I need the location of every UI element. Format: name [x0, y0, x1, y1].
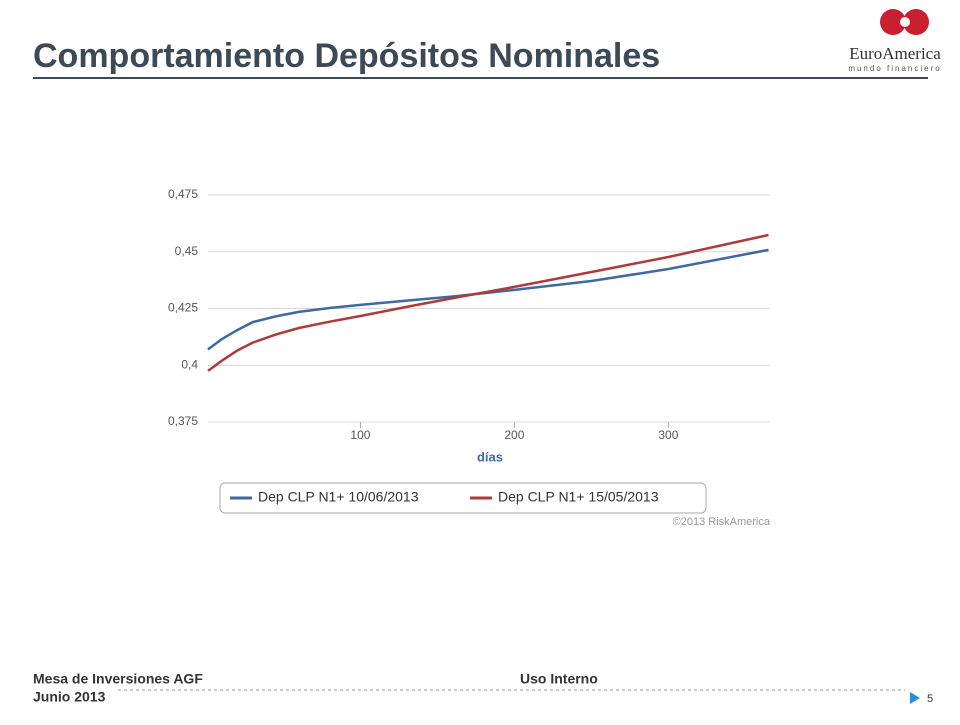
- legend-box: [219, 482, 707, 514]
- footer-text: Uso Interno: [520, 671, 598, 687]
- logo-name: EuroAmerica: [849, 44, 941, 63]
- footer-arrow: [910, 692, 920, 704]
- logo-mark: [903, 9, 929, 35]
- slide-title: Comportamiento Depósitos Nominales: [33, 37, 660, 75]
- y-tick-label: 0,425: [168, 301, 198, 315]
- footer-text: Junio 2013: [33, 689, 106, 705]
- y-tick-label: 0,475: [168, 187, 198, 201]
- footer-text: Mesa de Inversiones AGF: [33, 671, 203, 687]
- y-tick-label: 0,375: [168, 414, 198, 428]
- y-tick-label: 0,45: [175, 244, 199, 258]
- x-tick-label: 300: [658, 428, 678, 442]
- logo-tagline: mundo financiero: [848, 64, 941, 73]
- series-line: [207, 248, 769, 351]
- legend-label: Dep CLP N1+ 15/05/2013: [498, 489, 659, 505]
- x-tick-label: 200: [504, 428, 524, 442]
- chart-credit: ©2013 RiskAmerica: [673, 516, 771, 528]
- logo-mark: [880, 9, 906, 35]
- x-tick-label: 100: [350, 428, 370, 442]
- x-axis-label: días: [477, 449, 503, 464]
- series-line: [207, 233, 769, 372]
- chart-area: [150, 180, 780, 532]
- legend-label: Dep CLP N1+ 10/06/2013: [258, 489, 419, 505]
- logo-mark: [900, 17, 910, 27]
- y-tick-label: 0,4: [181, 357, 198, 371]
- logo: EuroAmerica mundo financiero: [848, 9, 941, 73]
- page-number: 5: [927, 693, 933, 705]
